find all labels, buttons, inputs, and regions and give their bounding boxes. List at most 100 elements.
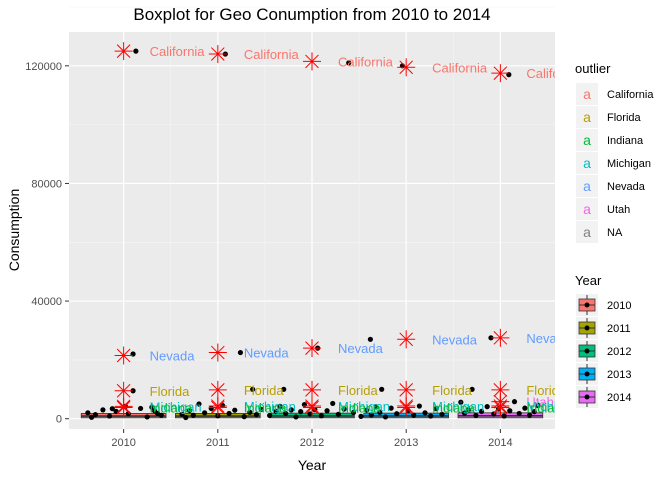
legend-year-item: 2012 — [576, 340, 631, 362]
jitter-point — [488, 335, 494, 341]
legend-label: Nevada — [607, 181, 646, 193]
outlier-label: Nevada — [338, 341, 384, 356]
legend-year-item: 2014 — [576, 386, 631, 408]
outlier-mark — [397, 380, 416, 399]
legend-outlier-item: a California — [576, 83, 654, 105]
outlier-mark — [303, 380, 321, 399]
legend-key — [576, 83, 598, 105]
outlier-mark — [303, 52, 321, 71]
outlier-label: Michigan — [338, 399, 390, 414]
legend-label: Indiana — [607, 135, 644, 147]
grid-lines — [69, 6, 555, 429]
jitter-point — [461, 410, 468, 416]
jitter-point — [382, 414, 389, 420]
legend-glyph: a — [583, 201, 591, 217]
jitter-point — [358, 413, 364, 419]
y-tick-label: 40000 — [31, 296, 62, 308]
outlier-mark — [491, 380, 510, 399]
legend-glyph: a — [583, 132, 591, 148]
jitter-point — [85, 410, 91, 416]
outlier-mark — [208, 398, 227, 417]
jitter-point — [368, 412, 374, 418]
legend-year-item: 2013 — [576, 363, 631, 385]
jitter-point — [250, 386, 256, 392]
outlier-label: Nevada — [432, 332, 478, 347]
x-tick-label: 2011 — [206, 437, 230, 449]
legend-label: 2011 — [607, 323, 631, 335]
y-tick-label: 0 — [56, 414, 62, 426]
outlier-mark — [114, 346, 133, 365]
jitter-point — [190, 412, 196, 418]
legend-label: California — [607, 89, 654, 101]
outlier-mark — [303, 398, 321, 417]
y-tick-label: 80000 — [31, 178, 62, 190]
outlier-mark — [114, 381, 133, 400]
jitter-point — [511, 399, 518, 405]
jitter-point — [377, 409, 383, 415]
jitter-point — [465, 407, 471, 413]
jitter-point — [202, 410, 208, 416]
y-axis-title: Consumption — [6, 189, 22, 272]
jitter-point — [237, 349, 244, 356]
outlier-labels-layer: CaliforniaNevadaFloridaMichiganIndianaCa… — [150, 32, 672, 429]
jitter-point — [281, 386, 287, 392]
x-axis-title: Year — [298, 457, 327, 473]
outlier-mark — [208, 380, 227, 399]
jitter-point — [507, 408, 513, 414]
jitter-point — [267, 412, 273, 419]
legend-label: 2013 — [607, 369, 631, 381]
jitter-point — [226, 410, 232, 417]
outlier-label: Michigan — [244, 399, 296, 414]
jitter-point — [253, 411, 260, 418]
jitter-point — [307, 411, 313, 417]
jitter-point — [535, 402, 541, 409]
outlier-mark — [114, 398, 133, 417]
jitter-point — [273, 408, 279, 414]
legend-outlier-item: a Utah — [576, 198, 630, 220]
jitter-point — [318, 413, 325, 419]
jitter-point — [133, 48, 139, 54]
jitter-point — [373, 404, 379, 410]
legend-label: 2012 — [607, 346, 631, 358]
outlier-label: Florida — [244, 383, 285, 398]
jitter-point — [501, 413, 507, 419]
jitter-point — [458, 399, 464, 405]
outlier-label: Indiana — [150, 401, 193, 416]
jitter-point — [346, 60, 352, 66]
outlier-mark — [397, 330, 416, 349]
jitter-point — [100, 407, 106, 413]
outlier-mark — [491, 398, 510, 417]
legend-point — [584, 371, 590, 377]
jitter-point — [232, 407, 238, 413]
jitter-point — [416, 403, 422, 409]
jitter-point — [439, 411, 445, 417]
jitter-point — [144, 414, 150, 420]
jitter-point — [341, 406, 347, 412]
outlier-label: Indiana — [338, 401, 381, 416]
jitter-point — [247, 409, 253, 415]
jitter-point — [186, 407, 193, 414]
jitter-point — [428, 413, 434, 419]
jitter-point — [258, 406, 264, 412]
legend-outlier-item: a Nevada — [576, 175, 646, 197]
jitter-point — [183, 414, 189, 421]
outlier-label: Indiana — [432, 401, 475, 416]
legend-key — [576, 152, 598, 174]
outlier-marks-layer — [114, 42, 510, 417]
legend-glyph: a — [583, 178, 591, 194]
jitter-point — [149, 404, 155, 410]
legend-outlier: outlier a California a Florida a Indiana a Mich… — [575, 61, 654, 243]
jitter-point — [154, 410, 161, 417]
legend-outlier-item: a Indiana — [576, 129, 644, 151]
legend-key — [576, 221, 598, 243]
outlier-label: California — [338, 54, 394, 69]
jitter-point — [522, 405, 528, 411]
legend-key — [576, 106, 598, 128]
legend-glyph: a — [583, 109, 591, 125]
legend-year: Year 2010 2011 2012 2013 2014 — [575, 273, 631, 408]
legend-year-item: 2011 — [576, 317, 631, 339]
outlier-mark — [397, 58, 416, 77]
legend-key — [576, 198, 598, 220]
outlier-mark — [208, 343, 227, 362]
